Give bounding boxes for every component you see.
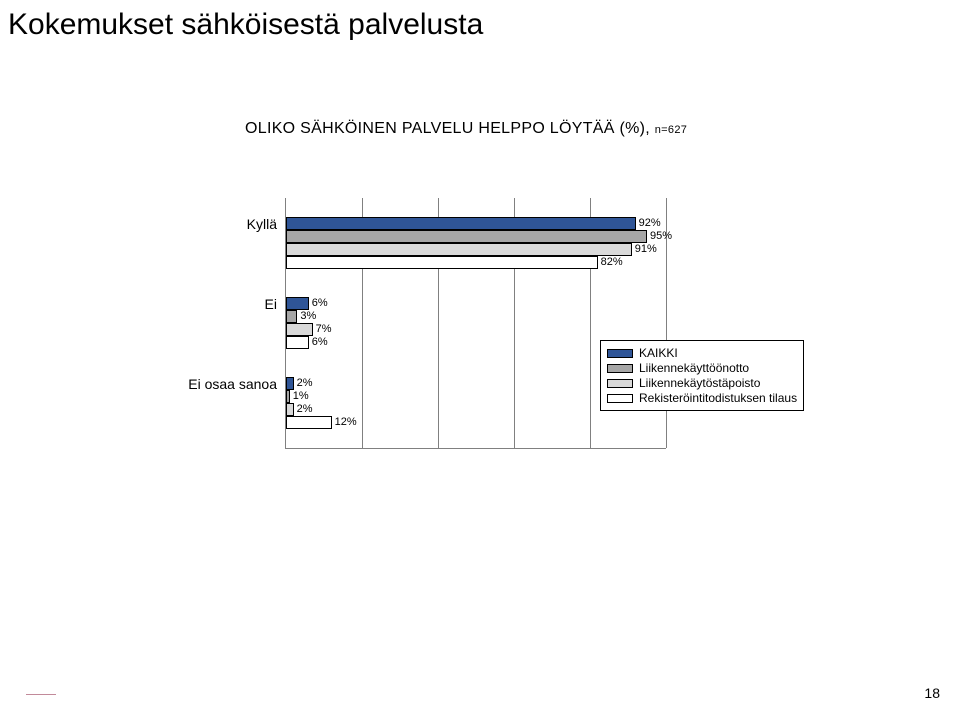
- bar-value-label: 2%: [297, 377, 313, 390]
- legend-label: Rekisteröintitodistuksen tilaus: [639, 391, 797, 405]
- bar: [286, 416, 332, 429]
- chart-subtitle: OLIKO SÄHKÖINEN PALVELU HELPPO LÖYTÄÄ (%…: [245, 120, 687, 138]
- bar: [286, 336, 309, 349]
- page-title: Kokemukset sähköisestä palvelusta: [8, 8, 483, 42]
- legend-swatch: [607, 379, 633, 388]
- legend-item: KAIKKI: [607, 346, 797, 360]
- bar: [286, 377, 294, 390]
- subtitle-main: OLIKO SÄHKÖINEN PALVELU HELPPO LÖYTÄÄ (%…: [245, 120, 655, 137]
- bar-group: 92%95%91%82%: [286, 217, 666, 269]
- legend-swatch: [607, 364, 633, 373]
- bar: [286, 323, 313, 336]
- legend-label: Liikennekäyttöönotto: [639, 361, 749, 375]
- bar-value-label: 1%: [293, 390, 309, 403]
- bar: [286, 297, 309, 310]
- bar-value-label: 7%: [316, 323, 332, 336]
- bar-value-label: 2%: [297, 403, 313, 416]
- category-label: Ei: [265, 296, 277, 312]
- bar-value-label: 92%: [639, 217, 661, 230]
- bar: [286, 390, 290, 403]
- bar: [286, 217, 636, 230]
- bar-value-label: 12%: [335, 416, 357, 429]
- bar: [286, 243, 632, 256]
- bar-value-label: 95%: [650, 230, 672, 243]
- legend-item: Liikennekäytöstäpoisto: [607, 376, 797, 390]
- bar-value-label: 6%: [312, 297, 328, 310]
- plot-area: 92%95%91%82%6%3%7%6%2%1%2%12%: [285, 198, 666, 449]
- page-number: 18: [924, 685, 940, 701]
- subtitle-n: n=627: [655, 124, 687, 136]
- bar: [286, 310, 297, 323]
- legend-swatch: [607, 349, 633, 358]
- category-label: Kyllä: [247, 216, 277, 232]
- bar-value-label: 82%: [601, 256, 623, 269]
- bar: [286, 403, 294, 416]
- bar: [286, 256, 598, 269]
- bar-value-label: 6%: [312, 336, 328, 349]
- chart-area: %20%40%60%80%100% 92%95%91%82%6%3%7%6%2%…: [155, 180, 665, 449]
- x-axis-labels: %20%40%60%80%100%: [285, 180, 665, 198]
- legend-item: Liikennekäyttöönotto: [607, 361, 797, 375]
- bar-value-label: 91%: [635, 243, 657, 256]
- legend-label: KAIKKI: [639, 346, 678, 360]
- category-label: Ei osaa sanoa: [188, 376, 277, 392]
- legend-item: Rekisteröintitodistuksen tilaus: [607, 391, 797, 405]
- legend-label: Liikennekäytöstäpoisto: [639, 376, 760, 390]
- footer-decoration: [26, 694, 56, 695]
- bar-value-label: 3%: [300, 310, 316, 323]
- bar: [286, 230, 647, 243]
- legend-swatch: [607, 394, 633, 403]
- legend: KAIKKILiikennekäyttöönottoLiikennekäytös…: [600, 340, 804, 411]
